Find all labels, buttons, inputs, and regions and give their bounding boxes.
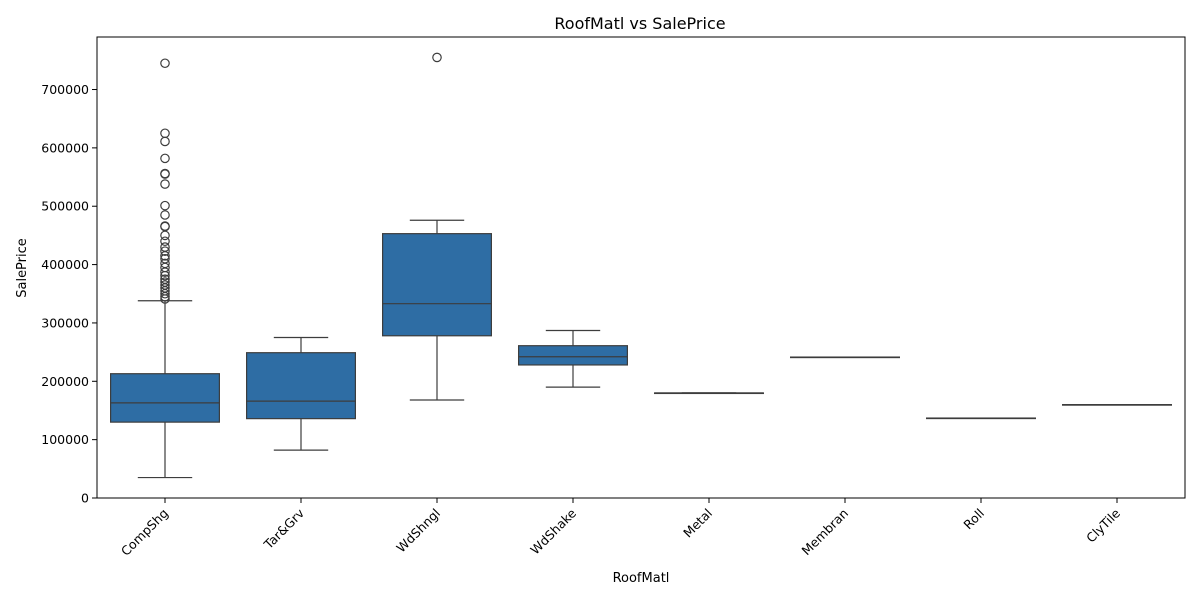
x-tick-label: CompShg xyxy=(118,506,171,559)
y-tick-label: 700000 xyxy=(41,82,89,97)
plot-area xyxy=(109,52,1172,479)
outlier-point xyxy=(160,58,170,69)
outlier-point xyxy=(160,267,170,277)
outlier-point xyxy=(160,230,170,241)
y-tick-label: 100000 xyxy=(41,432,89,447)
box-group-roll xyxy=(925,417,1036,420)
outlier-point xyxy=(160,221,170,232)
outlier-point xyxy=(160,236,170,247)
x-axis-label: RoofMatl xyxy=(613,571,670,586)
y-axis-label: SalePrice xyxy=(15,238,30,298)
plot-frame xyxy=(96,36,1186,499)
iqr-box xyxy=(109,373,221,423)
box-group-membran xyxy=(789,356,900,359)
outlier-point xyxy=(160,294,170,304)
y-tick-label: 400000 xyxy=(41,257,89,272)
y-tick-label: 300000 xyxy=(41,315,89,330)
outlier-point xyxy=(160,200,170,211)
chart-title: RoofMatl vs SalePrice xyxy=(554,14,725,33)
x-tick-label: Membran xyxy=(799,506,852,559)
box-group-metal xyxy=(653,392,764,395)
outlier-point xyxy=(160,210,170,220)
y-tick-label: 200000 xyxy=(41,374,89,389)
x-tick-label: WdShngl xyxy=(393,506,443,556)
outlier-point xyxy=(160,251,170,261)
x-tick-label: Metal xyxy=(680,506,715,541)
outlier-point xyxy=(160,136,170,147)
box-group-wdshngl xyxy=(382,52,493,401)
outlier-point xyxy=(160,128,170,139)
box-group-wdshake xyxy=(517,329,628,388)
x-tick-label: Tar&Grv xyxy=(260,505,307,552)
outlier-point xyxy=(160,169,170,179)
outlier-point xyxy=(160,270,170,281)
iqr-box xyxy=(517,345,628,366)
iqr-box xyxy=(382,233,493,337)
y-tick-label: 600000 xyxy=(41,140,89,155)
outlier-point xyxy=(160,291,170,302)
outlier-point xyxy=(160,246,170,256)
y-tick-label: 0 xyxy=(81,491,89,506)
box-group-compshg xyxy=(109,58,221,479)
x-tick-label: ClyTile xyxy=(1083,505,1123,545)
x-tick-label: WdShake xyxy=(527,505,579,557)
x-tick-label: Roll xyxy=(960,506,987,533)
y-tick-label: 500000 xyxy=(41,199,89,214)
box-group-tar-grv xyxy=(246,336,357,451)
outlier-point xyxy=(160,288,170,299)
outlier-point xyxy=(160,179,170,189)
box-group-clytile xyxy=(1061,404,1172,406)
outlier-point xyxy=(160,153,170,164)
outlier-point xyxy=(432,52,442,63)
iqr-box xyxy=(246,352,357,420)
